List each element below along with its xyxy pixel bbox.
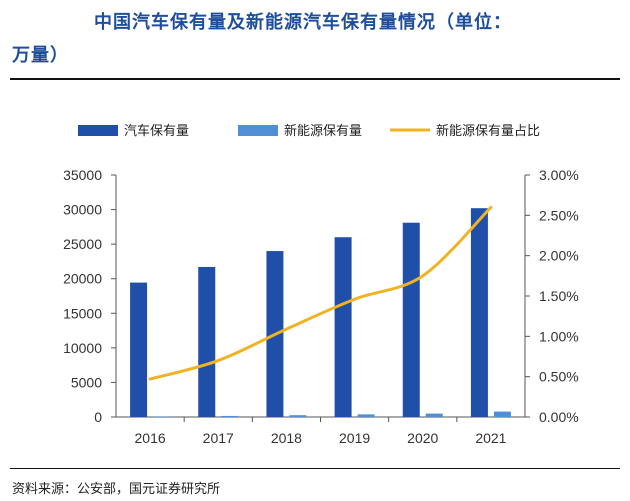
left-tick-label: 0 (94, 409, 102, 425)
source-note: 资料来源：公安部，国元证券研究所 (12, 482, 221, 497)
right-tick-label: 1.50% (539, 288, 579, 304)
bar-vehicle-ownership (334, 237, 352, 417)
bar-nev-ownership (425, 413, 443, 417)
right-tick-label: 2.50% (539, 207, 579, 223)
bar-nev-ownership (357, 414, 375, 417)
chart-title: 中国汽车保有量及新能源汽车保有量情况（单位： 万量） (12, 6, 612, 72)
bar-nev-ownership (153, 416, 171, 417)
legend-vehicle-ownership-swatch (78, 125, 118, 136)
bar-vehicle-ownership (402, 222, 420, 417)
bar-vehicle-ownership (198, 266, 216, 417)
legend-nev-ownership-swatch (238, 125, 278, 136)
legend-nev-ownership-label: 新能源保有量 (284, 123, 362, 139)
left-tick-label: 35000 (63, 167, 102, 183)
legend-vehicle-ownership-label: 汽车保有量 (124, 123, 189, 139)
chart-title-line2: 万量） (12, 45, 69, 66)
bar-nev-ownership (221, 415, 239, 417)
bar-nev-ownership (493, 411, 511, 417)
x-tick-label: 2016 (135, 430, 166, 446)
left-tick-label: 30000 (63, 202, 102, 218)
bar-vehicle-ownership (130, 282, 148, 417)
legend-nev-share-label: 新能源保有量占比 (436, 123, 540, 139)
chart-title-line1: 中国汽车保有量及新能源汽车保有量情况（单位： (94, 12, 512, 33)
left-tick-label: 10000 (63, 340, 102, 356)
left-tick-label: 20000 (63, 271, 102, 287)
line-nev-share (148, 205, 493, 381)
right-tick-label: 0.00% (539, 409, 579, 425)
left-tick-label: 5000 (71, 374, 102, 390)
left-tick-label: 25000 (63, 236, 102, 252)
left-tick-label: 15000 (63, 305, 102, 321)
bottom-rule (10, 468, 620, 469)
bar-vehicle-ownership (470, 208, 488, 417)
x-tick-label: 2019 (339, 430, 370, 446)
top-rule (10, 78, 620, 80)
x-tick-label: 2017 (203, 430, 234, 446)
x-tick-label: 2021 (475, 430, 506, 446)
right-tick-label: 0.50% (539, 369, 579, 385)
right-tick-label: 1.00% (539, 328, 579, 344)
right-tick-label: 2.00% (539, 248, 579, 264)
x-tick-label: 2018 (271, 430, 302, 446)
right-tick-label: 3.00% (539, 167, 579, 183)
bar-nev-ownership (289, 415, 307, 417)
x-tick-label: 2020 (407, 430, 438, 446)
